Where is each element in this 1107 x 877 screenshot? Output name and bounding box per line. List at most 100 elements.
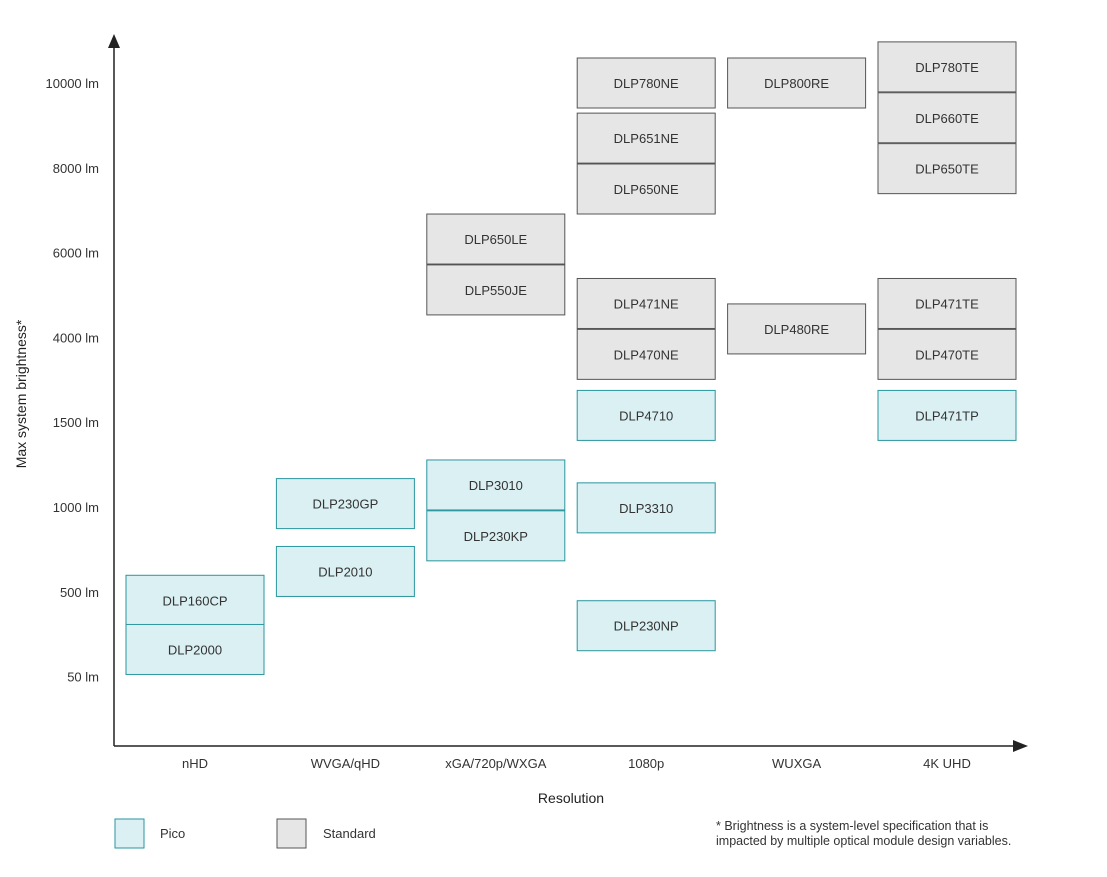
product-box: DLP480RE (727, 303, 867, 355)
y-tick-label: 8000 lm (53, 161, 99, 176)
product-box-rect (275, 478, 415, 530)
product-box: DLP470TE (877, 328, 1017, 380)
footnote-line-2: impacted by multiple optical module desi… (716, 834, 1012, 848)
product-box-label: DLP470TE (915, 347, 979, 362)
product-box-rect (727, 303, 867, 355)
product-box-rect (125, 623, 265, 675)
product-box-rect (877, 277, 1017, 329)
product-box-label: DLP3010 (469, 478, 523, 493)
product-box-rect (275, 545, 415, 597)
product-box-label: DLP471TP (915, 408, 979, 423)
y-tick-label: 500 lm (60, 585, 99, 600)
product-box: DLP650NE (576, 163, 716, 215)
x-tick-label: WUXGA (772, 756, 821, 771)
product-box-rect (877, 92, 1017, 144)
product-box-label: DLP470NE (614, 347, 679, 362)
product-box-label: DLP160CP (162, 593, 227, 608)
y-tick-label: 1500 lm (53, 415, 99, 430)
y-tick-label: 6000 lm (53, 246, 99, 261)
x-axis-title: Resolution (538, 790, 604, 806)
product-box: DLP230KP (426, 510, 566, 562)
product-box: DLP650TE (877, 143, 1017, 195)
product-box: DLP470NE (576, 328, 716, 380)
product-box-label: DLP480RE (764, 322, 829, 337)
legend-label-standard: Standard (323, 826, 376, 841)
y-axis-arrow (108, 34, 120, 48)
product-box-label: DLP780TE (915, 60, 979, 75)
brightness-footnote: * Brightness is a system-level specifica… (716, 819, 1076, 849)
y-tick-label: 50 lm (67, 670, 99, 685)
product-box-label: DLP3310 (619, 501, 673, 516)
product-box-rect (576, 389, 716, 441)
product-box-rect (576, 482, 716, 534)
legend-swatch-pico (114, 818, 145, 849)
product-box: DLP800RE (727, 57, 867, 109)
product-box: DLP651NE (576, 112, 716, 164)
y-tick-label: 4000 lm (53, 330, 99, 345)
product-box-rect (426, 264, 566, 316)
product-box-rect (877, 328, 1017, 380)
product-box-label: DLP230NP (614, 619, 679, 634)
product-box-label: DLP800RE (764, 76, 829, 91)
legend-swatch-standard (276, 818, 307, 849)
product-box-label: DLP650LE (464, 232, 527, 247)
product-box-label: DLP471TE (915, 296, 979, 311)
x-tick-label: nHD (182, 756, 208, 771)
product-box: DLP650LE (426, 213, 566, 265)
product-box-label: DLP230KP (464, 529, 528, 544)
product-box-rect (576, 163, 716, 215)
product-box: DLP160CP (125, 574, 265, 626)
product-box-rect (426, 459, 566, 511)
product-box: DLP230GP (275, 478, 415, 530)
product-box-rect (877, 143, 1017, 195)
product-box-rect (877, 41, 1017, 93)
product-box: DLP3310 (576, 482, 716, 534)
product-box-label: DLP471NE (614, 296, 679, 311)
product-box: DLP4710 (576, 389, 716, 441)
product-box-label: DLP650NE (614, 182, 679, 197)
product-box: DLP230NP (576, 600, 716, 652)
y-tick-label: 1000 lm (53, 500, 99, 515)
product-box: DLP471TP (877, 389, 1017, 441)
product-box-rect (426, 510, 566, 562)
product-box-rect (576, 328, 716, 380)
product-box-rect (576, 600, 716, 652)
product-box-label: DLP660TE (915, 111, 979, 126)
product-box-label: DLP780NE (614, 76, 679, 91)
product-box-label: DLP651NE (614, 131, 679, 146)
product-box-label: DLP550JE (465, 283, 527, 298)
product-box-label: DLP2000 (168, 642, 222, 657)
product-box-rect (426, 213, 566, 265)
axes (108, 34, 1028, 752)
y-tick-label: 10000 lm (46, 76, 99, 91)
product-box: DLP471NE (576, 277, 716, 329)
product-box-label: DLP2010 (318, 564, 372, 579)
product-box: DLP2010 (275, 545, 415, 597)
x-tick-labels: nHD WVGA/qHD xGA/720p/WXGA 1080p WUXGA 4K UHD (182, 756, 971, 771)
x-axis-arrow (1013, 740, 1028, 752)
legend-label-pico: Pico (160, 826, 185, 841)
product-box: DLP550JE (426, 264, 566, 316)
x-tick-label: 1080p (628, 756, 664, 771)
product-boxes: DLP160CP DLP2000 DLP230GP DLP2010 DLP3010 DLP… (125, 41, 1017, 675)
product-box-rect (877, 389, 1017, 441)
y-tick-labels: 50 lm 500 lm 1000 lm 1500 lm 4000 lm 6000 lm 8… (46, 76, 99, 685)
product-box: DLP780TE (877, 41, 1017, 93)
x-tick-label: WVGA/qHD (311, 756, 380, 771)
product-box-rect (576, 57, 716, 109)
product-box-rect (576, 277, 716, 329)
footnote-line-1: * Brightness is a system-level specifica… (716, 819, 989, 833)
product-box-rect (576, 112, 716, 164)
product-box-label: DLP650TE (915, 162, 979, 177)
product-box: DLP780NE (576, 57, 716, 109)
product-box: DLP3010 (426, 459, 566, 511)
product-box-label: DLP4710 (619, 408, 673, 423)
x-tick-label: 4K UHD (923, 756, 971, 771)
product-box: DLP471TE (877, 277, 1017, 329)
y-axis-title: Max system brightness* (13, 319, 29, 468)
product-box-label: DLP230GP (313, 497, 379, 512)
product-box-rect (727, 57, 867, 109)
product-box: DLP660TE (877, 92, 1017, 144)
product-box: DLP2000 (125, 623, 265, 675)
